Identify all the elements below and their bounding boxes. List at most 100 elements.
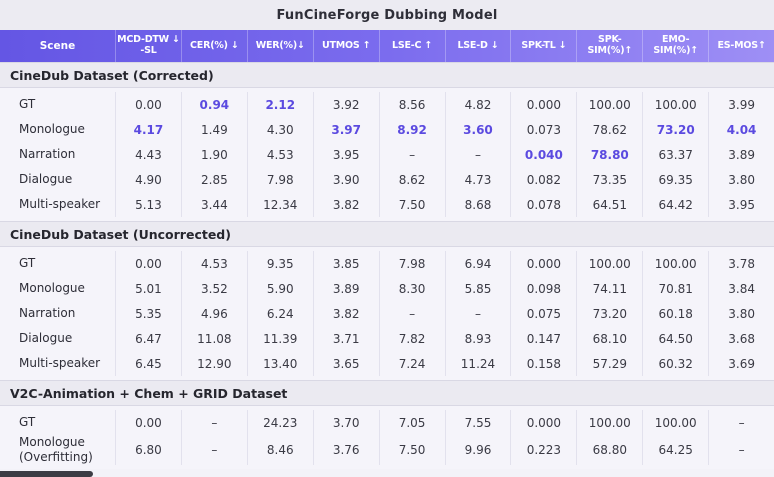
cell-lse-d: 11.24: [444, 351, 511, 376]
cell-utmos: 3.82: [312, 301, 379, 326]
cell-wer: 7.98: [246, 167, 313, 192]
column-header-spk-sim: SPK-SIM(%)↑: [576, 30, 642, 62]
cell-emo-sim: 100.00: [642, 92, 708, 117]
row-label: Monologue (Overfitting): [19, 435, 93, 464]
row-label: Monologue: [19, 122, 85, 136]
cell-lse-d: 8.68: [444, 192, 511, 217]
cell-utmos: 3.70: [312, 410, 379, 435]
table-body: CineDub Dataset (Corrected) GT 0.00 0.94 2.1…: [0, 62, 774, 469]
cell-lse-d: 8.93: [444, 326, 511, 351]
cell-emo-sim: 64.50: [642, 326, 708, 351]
row-label: Narration: [19, 306, 76, 320]
cell-spk-sim: 100.00: [576, 410, 642, 435]
cell-lse-c: 7.05: [378, 410, 445, 435]
cell-es-mos: –: [708, 435, 774, 465]
cell-lse-c: 7.24: [378, 351, 445, 376]
cell-cer: 11.08: [180, 326, 247, 351]
cell-spk-sim: 68.10: [576, 326, 642, 351]
cell-lse-d: 3.60: [444, 117, 511, 142]
horizontal-scrollbar-thumb[interactable]: [0, 471, 93, 477]
cell-spk-sim: 78.80: [576, 142, 642, 167]
cell-utmos: 3.71: [312, 326, 379, 351]
cell-utmos: 3.65: [312, 351, 379, 376]
cell-emo-sim: 100.00: [642, 251, 708, 276]
row-label: Narration: [19, 147, 76, 161]
cell-es-mos: 3.78: [708, 251, 774, 276]
cell-es-mos: 3.69: [708, 351, 774, 376]
table-row: Dialogue 6.47 11.08 11.39 3.71 7.82 8.93 0.147 6…: [0, 326, 774, 351]
cell-cer: 12.90: [180, 351, 247, 376]
row-label: Multi-speaker: [19, 197, 101, 211]
cell-wer: 5.90: [246, 276, 313, 301]
cell-lse-c: 8.92: [378, 117, 445, 142]
cell-mcd-dtw-sl: 6.47: [115, 326, 181, 351]
cell-lse-d: –: [444, 142, 511, 167]
cell-cer: –: [180, 410, 247, 435]
cell-spk-sim: 57.29: [576, 351, 642, 376]
section-header: CineDub Dataset (Corrected): [0, 62, 774, 88]
cell-spk-tl: 0.158: [510, 351, 576, 376]
cell-spk-tl: 0.000: [510, 92, 576, 117]
cell-mcd-dtw-sl: 0.00: [115, 410, 181, 435]
cell-wer: 6.24: [246, 301, 313, 326]
cell-utmos: 3.76: [312, 435, 379, 465]
column-header-mcd-dtw-sl: MCD-DTW ↓ -SL: [115, 30, 181, 62]
row-label: GT: [19, 97, 36, 111]
table-row: GT 0.00–24.23 3.70 7.05 7.55 0.000 100.00 100.0…: [0, 410, 774, 435]
cell-emo-sim: 69.35: [642, 167, 708, 192]
cell-es-mos: 3.80: [708, 167, 774, 192]
cell-lse-c: 7.98: [378, 251, 445, 276]
cell-lse-c: 8.30: [378, 276, 445, 301]
cell-utmos: 3.90: [312, 167, 379, 192]
table-row: GT 0.00 4.53 9.35 3.85 7.98 6.94 0.000 100.00 100…: [0, 251, 774, 276]
cell-lse-d: 4.73: [444, 167, 511, 192]
cell-utmos: 3.97: [312, 117, 379, 142]
cell-lse-d: –: [444, 301, 511, 326]
cell-lse-c: –: [378, 301, 445, 326]
cell-spk-sim: 100.00: [576, 92, 642, 117]
column-header-lse-c: LSE-C ↑: [378, 30, 445, 62]
cell-spk-sim: 100.00: [576, 251, 642, 276]
cell-spk-sim: 78.62: [576, 117, 642, 142]
cell-mcd-dtw-sl: 5.35: [115, 301, 181, 326]
cell-lse-c: 8.56: [378, 92, 445, 117]
cell-emo-sim: 70.81: [642, 276, 708, 301]
cell-lse-c: 7.50: [378, 435, 445, 465]
cell-mcd-dtw-sl: 6.45: [115, 351, 181, 376]
cell-cer: 3.52: [180, 276, 247, 301]
column-header-utmos: UTMOS ↑: [312, 30, 379, 62]
table-row: Dialogue 4.90 2.85 7.98 3.90 8.62 4.73 0.082 73.…: [0, 167, 774, 192]
cell-mcd-dtw-sl: 4.17: [115, 117, 181, 142]
column-header-spk-tl: SPK-TL ↓: [510, 30, 576, 62]
row-label: Multi-speaker: [19, 356, 101, 370]
cell-spk-tl: 0.078: [510, 192, 576, 217]
cell-cer: 1.49: [180, 117, 247, 142]
cell-emo-sim: 63.37: [642, 142, 708, 167]
row-label: GT: [19, 415, 36, 429]
cell-utmos: 3.85: [312, 251, 379, 276]
cell-wer: 2.12: [246, 92, 313, 117]
cell-wer: 11.39: [246, 326, 313, 351]
table-row: Narration 5.35 4.96 6.24 3.82– –0.075 73.20 60.…: [0, 301, 774, 326]
cell-spk-sim: 74.11: [576, 276, 642, 301]
cell-es-mos: 3.68: [708, 326, 774, 351]
cell-utmos: 3.95: [312, 142, 379, 167]
cell-es-mos: –: [708, 410, 774, 435]
section-header: V2C-Animation + Chem + GRID Dataset: [0, 380, 774, 406]
row-label: Monologue: [19, 281, 85, 295]
column-header-wer: WER(%)↓: [246, 30, 313, 62]
cell-spk-tl: 0.098: [510, 276, 576, 301]
section-rows: GT 0.00–24.23 3.70 7.05 7.55 0.000 100.00 100.0…: [0, 406, 774, 469]
cell-lse-d: 9.96: [444, 435, 511, 465]
cell-spk-sim: 73.20: [576, 301, 642, 326]
cell-spk-tl: 0.000: [510, 251, 576, 276]
cell-emo-sim: 60.18: [642, 301, 708, 326]
cell-utmos: 3.89: [312, 276, 379, 301]
table-row: Narration 4.43 1.90 4.53 3.95– –0.040 78.80 63.…: [0, 142, 774, 167]
table-row: Multi-speaker 6.45 12.90 13.40 3.65 7.24 11.24…: [0, 351, 774, 376]
column-header-lse-d: LSE-D ↓: [444, 30, 511, 62]
cell-wer: 13.40: [246, 351, 313, 376]
cell-cer: 4.96: [180, 301, 247, 326]
cell-es-mos: 3.89: [708, 142, 774, 167]
